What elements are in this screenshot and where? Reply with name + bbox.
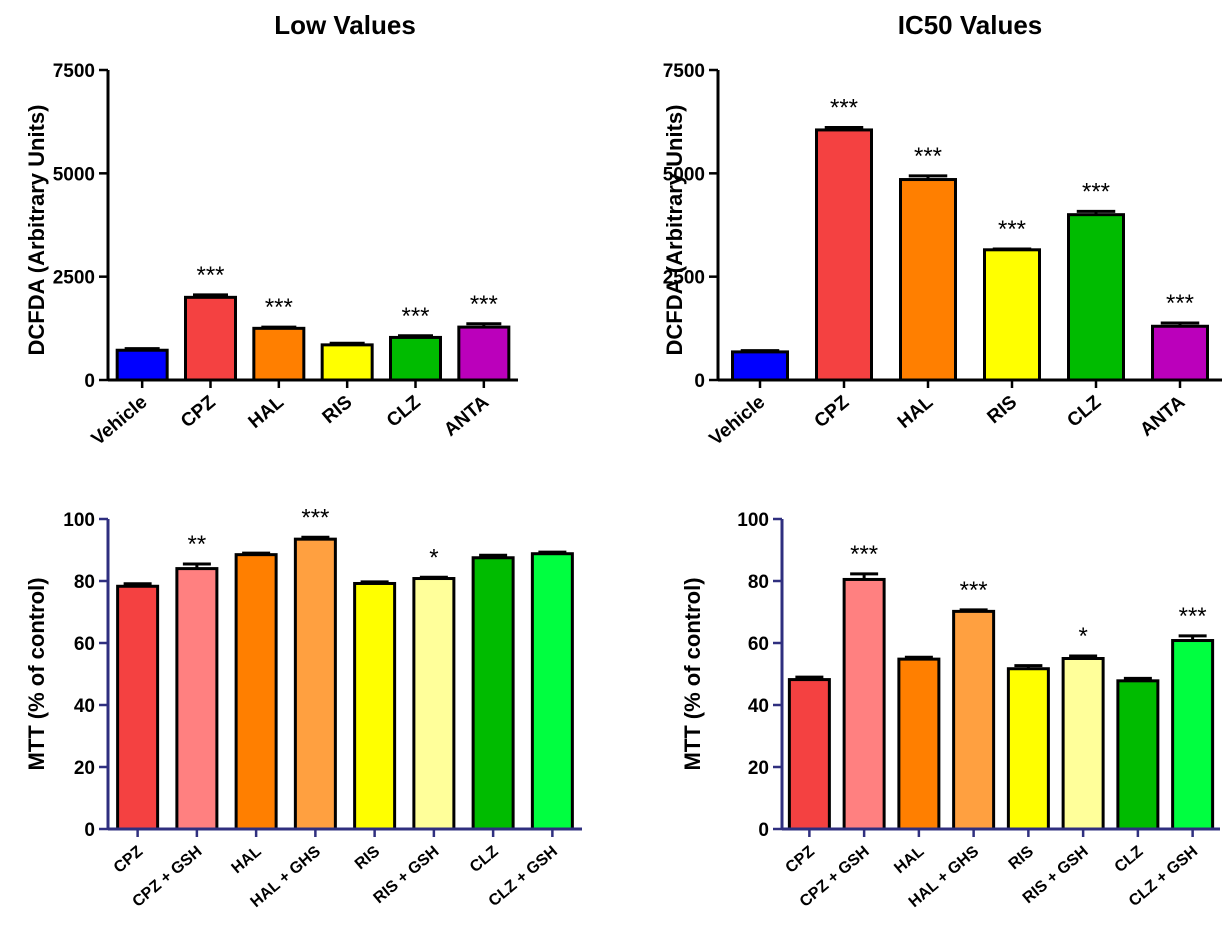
chart-panel-1: Low Values DCFDA (Arbitrary Units) Vehicle… (24, 10, 518, 450)
x-tick-label: Vehicle (706, 392, 770, 450)
bar-cpz-gsh (842, 577, 886, 831)
y-tick-label: 20 (74, 758, 95, 779)
significance-marker: ** (188, 531, 207, 558)
bar-clz (1067, 213, 1125, 382)
y-tick-label: 40 (74, 696, 95, 717)
bar-cpz (116, 584, 160, 831)
bar-ris (983, 248, 1041, 382)
bar-hal-ghs (293, 537, 337, 831)
x-tick-label: CPZ (811, 391, 854, 432)
significance-marker: *** (401, 303, 429, 330)
bar-ris (1006, 667, 1050, 831)
y-tick-label: 60 (748, 634, 769, 655)
bar-ris-gsh (412, 577, 456, 831)
significance-marker: *** (998, 216, 1026, 243)
bar-vehicle (115, 348, 169, 382)
chart-panel-2: IC50 Values DCFDA (Arbitrary Units) Vehicl… (662, 10, 1222, 450)
x-tick-label: RIS (983, 392, 1021, 428)
y-tick-label: 0 (694, 371, 705, 392)
bar-ris-gsh (1061, 657, 1105, 831)
y-axis-label: DCFDA (Arbitrary Units) (662, 105, 687, 356)
bar-hal-ghs (952, 609, 996, 831)
y-tick-label: 0 (84, 371, 95, 392)
bar-ris (353, 581, 397, 831)
x-tick-label: CLZ (1112, 843, 1147, 876)
chart-panel-3: MTT (% of control)CPZ**CPZ + GSH HAL***HA… (24, 504, 582, 911)
chart-title: IC50 Values (898, 10, 1043, 40)
x-tick-label: CPZ (177, 391, 220, 432)
bar-hal (899, 178, 957, 382)
bar-clz (471, 556, 515, 831)
y-tick-label: 5000 (53, 164, 95, 185)
x-tick-label: CLZ (1063, 391, 1105, 431)
x-tick-label: ANTA (440, 392, 493, 441)
y-tick-label: 20 (748, 758, 769, 779)
y-axis-label: MTT (% of control) (680, 577, 705, 770)
bar-hal (234, 553, 278, 831)
bar-anta (457, 325, 511, 382)
y-tick-label: 0 (758, 820, 769, 841)
y-tick-label: 0 (84, 820, 95, 841)
significance-marker: *** (830, 94, 858, 121)
chart-title: Low Values (274, 10, 416, 40)
x-tick-label: RIS (319, 392, 357, 428)
bar-cpz (815, 128, 873, 382)
significance-marker: *** (850, 541, 878, 568)
x-tick-label: HAL (229, 843, 265, 877)
x-tick-label: RIS (1006, 843, 1038, 873)
significance-marker: *** (196, 262, 224, 289)
significance-marker: * (1078, 623, 1087, 650)
y-tick-label: 7500 (663, 61, 705, 82)
y-tick-label: 100 (63, 510, 95, 531)
significance-marker: *** (960, 577, 988, 604)
x-tick-label: CLZ (383, 391, 425, 431)
x-tick-label: CPZ (783, 843, 819, 877)
significance-marker: *** (470, 291, 498, 318)
bar-clz-gsh (1171, 639, 1215, 831)
y-tick-label: 2500 (53, 268, 95, 289)
y-tick-label: 5000 (663, 164, 705, 185)
y-axis-label: DCFDA (Arbitrary Units) (24, 105, 49, 356)
bar-cpz (787, 678, 831, 831)
y-tick-label: 40 (748, 696, 769, 717)
y-axis-label: MTT (% of control) (24, 577, 49, 770)
chart-panel-4: MTT (% of control)CPZ***CPZ + GSH HAL***H… (680, 510, 1220, 911)
y-tick-label: 100 (737, 510, 769, 531)
bar-hal (252, 326, 306, 382)
significance-marker: *** (301, 504, 329, 531)
significance-marker: *** (1082, 178, 1110, 205)
bar-clz (389, 335, 442, 382)
x-tick-label: CPZ (111, 843, 147, 877)
bar-clz (1116, 679, 1160, 831)
bar-ris (320, 343, 374, 382)
bar-clz-gsh (530, 552, 574, 831)
bar-vehicle (731, 350, 789, 382)
significance-marker: *** (265, 294, 293, 321)
x-tick-label: HAL (894, 391, 938, 432)
bar-anta (1151, 324, 1209, 382)
bar-cpz-gsh (175, 567, 219, 831)
significance-marker: * (429, 544, 438, 571)
y-tick-label: 80 (74, 572, 95, 593)
y-tick-label: 2500 (663, 268, 705, 289)
significance-marker: *** (1166, 290, 1194, 317)
x-tick-label: CLZ (467, 843, 502, 876)
x-tick-label: RIS + GSH (371, 843, 443, 907)
y-tick-label: 80 (748, 572, 769, 593)
significance-marker: *** (914, 143, 942, 170)
y-tick-label: 7500 (53, 61, 95, 82)
x-tick-label: Vehicle (88, 392, 152, 450)
bar-hal (897, 657, 941, 831)
x-tick-label: RIS (352, 843, 384, 873)
significance-marker: *** (1179, 603, 1207, 630)
y-tick-label: 60 (74, 634, 95, 655)
x-tick-label: HAL (245, 391, 289, 432)
bar-cpz (184, 295, 237, 382)
x-tick-label: ANTA (1136, 392, 1189, 441)
x-tick-label: HAL (891, 843, 927, 877)
